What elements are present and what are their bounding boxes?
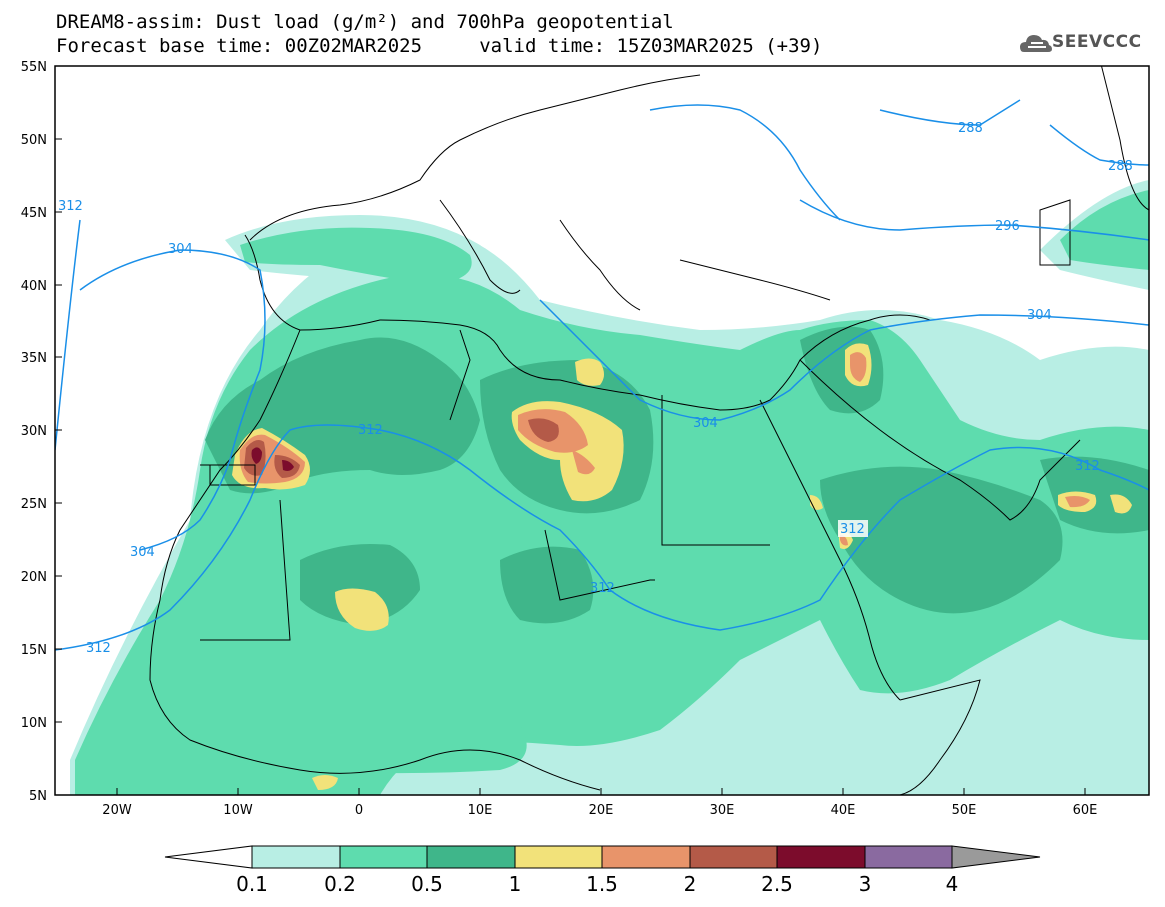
dust-area-2-5 (251, 447, 262, 464)
colorbar-label: 1.5 (586, 872, 618, 896)
cloud-logo-icon (1020, 35, 1052, 52)
colorbar-arrow-high (951, 845, 1041, 869)
lat-label: 55N (21, 60, 47, 75)
lon-label: 60E (1073, 803, 1098, 818)
geopotential-contours (55, 99, 1149, 651)
map-subtitle: Forecast base time: 00Z02MAR2025 valid t… (56, 35, 823, 57)
colorbar-label: 2.5 (761, 872, 793, 896)
colorbar-swatch (601, 845, 691, 869)
contour-labels: 288 288 296 304 304 304 304 312 312 312 … (58, 121, 1133, 656)
contour-label: 312 (840, 522, 865, 537)
colorbar-swatch (689, 845, 778, 869)
colorbar-label: 1 (508, 872, 522, 896)
dust-fields (70, 180, 1149, 795)
lat-label: 5N (29, 789, 47, 804)
lon-ticks (116, 788, 1086, 795)
lon-label: 30E (710, 803, 735, 818)
lon-label: 50E (952, 803, 977, 818)
colorbar-swatch (776, 845, 866, 869)
dust-area-1 (335, 588, 389, 631)
logo-text: SEEVCCC (1052, 32, 1142, 52)
contour-label: 288 (958, 121, 983, 136)
lat-ticks (55, 65, 62, 796)
colorbar-swatch (339, 845, 428, 869)
colorbar (164, 845, 1041, 869)
contour-label: 312 (58, 199, 83, 214)
contour-label: 288 (1108, 159, 1133, 174)
lon-label: 40E (831, 803, 856, 818)
lat-label: 50N (21, 133, 47, 148)
lat-label: 45N (21, 206, 47, 221)
lon-label: 20W (102, 803, 132, 818)
lat-labels: 55N 50N 45N 40N 35N 30N 25N 20N 15N 10N … (21, 60, 47, 804)
lon-label: 20E (589, 803, 614, 818)
colorbar-label: 0.5 (411, 872, 443, 896)
colorbar-swatch (864, 845, 953, 869)
lat-label: 10N (21, 716, 47, 731)
lon-label: 10E (468, 803, 493, 818)
lat-label: 20N (21, 570, 47, 585)
contour-label: 312 (1075, 459, 1100, 474)
dust-area-2 (528, 418, 559, 442)
contour-label: 304 (693, 416, 718, 431)
lon-label: 10W (223, 803, 253, 818)
colorbar-label: 0.2 (324, 872, 356, 896)
contour-label: 304 (1027, 308, 1052, 323)
colorbar-label: 4 (945, 872, 959, 896)
lon-label: 0 (355, 803, 363, 818)
contour-label: 312 (358, 423, 383, 438)
colorbar-arrow-low (164, 845, 253, 869)
colorbar-swatch (251, 845, 341, 869)
lat-label: 30N (21, 424, 47, 439)
contour-label: 312 (590, 581, 615, 596)
colorbar-label: 0.1 (236, 872, 268, 896)
contour-label: 296 (995, 219, 1020, 234)
contour-label: 304 (168, 242, 193, 257)
colorbar-label: 3 (858, 872, 872, 896)
lat-label: 35N (21, 351, 47, 366)
lat-label: 25N (21, 497, 47, 512)
map-title: DREAM8-assim: Dust load (g/m²) and 700hP… (56, 11, 674, 33)
country-borders (149, 66, 1149, 795)
lon-labels: 20W 10W 0 10E 20E 30E 40E 50E 60E (102, 803, 1097, 818)
contour-label: 312 (86, 641, 111, 656)
contour-label: 304 (130, 545, 155, 560)
colorbar-label: 2 (683, 872, 697, 896)
colorbar-swatch (426, 845, 516, 869)
lat-label: 15N (21, 643, 47, 658)
lat-label: 40N (21, 279, 47, 294)
colorbar-swatch (514, 845, 603, 869)
